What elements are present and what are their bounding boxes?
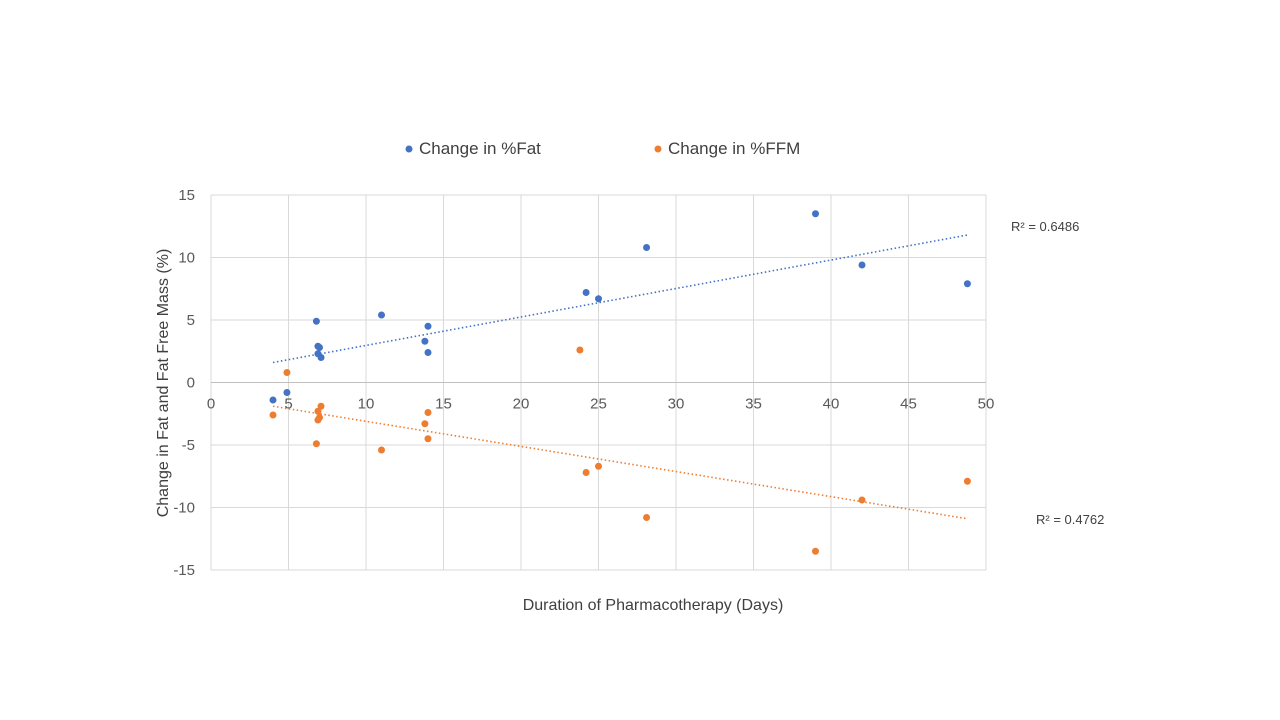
data-point-ffm <box>283 369 291 376</box>
x-tick-label: 5 <box>284 396 292 413</box>
legend: Change in %Fat Change in %FFM <box>405 139 800 158</box>
data-point-ffm <box>858 496 866 504</box>
data-point-fat <box>378 311 385 319</box>
data-point-fat <box>283 389 291 396</box>
x-tick-label: 20 <box>513 396 530 413</box>
data-point-fat <box>424 349 432 356</box>
data-point-ffm <box>812 547 819 555</box>
data-point-fat <box>317 354 325 361</box>
x-tick-label: 10 <box>358 396 375 413</box>
x-tick-label: 35 <box>745 396 762 413</box>
data-point-fat <box>582 289 590 296</box>
x-tick-label: 45 <box>900 396 917 413</box>
y-tick-label: -10 <box>173 500 195 517</box>
legend-label-fat: Change in %Fat <box>419 139 541 158</box>
data-point-fat <box>424 322 432 330</box>
gridlines <box>210 194 987 571</box>
data-point-ffm <box>424 409 432 416</box>
data-point-ffm <box>312 440 320 448</box>
x-tick-label: 15 <box>435 396 452 413</box>
data-point-ffm <box>595 462 602 470</box>
data-point-ffm <box>378 446 385 454</box>
trendline-fat <box>272 234 968 364</box>
data-point-ffm <box>317 402 325 410</box>
y-tick-label: 10 <box>178 250 195 267</box>
data-point-fat <box>269 396 277 404</box>
trendline-ffm <box>272 405 968 520</box>
data-points <box>269 210 971 555</box>
data-point-ffm <box>424 435 432 443</box>
r2-label-ffm: R² = 0.4762 <box>1036 512 1104 527</box>
data-point-fat <box>421 337 429 345</box>
data-point-ffm <box>963 477 971 485</box>
x-axis-title: Duration of Pharmacotherapy (Days) <box>523 597 784 614</box>
x-tick-label: 25 <box>590 396 607 413</box>
data-point-ffm <box>316 414 323 421</box>
trendlines <box>272 234 968 520</box>
data-point-fat <box>316 344 323 351</box>
legend-label-ffm: Change in %FFM <box>668 139 800 158</box>
y-tick-label: -15 <box>173 562 195 579</box>
x-tick-label: 30 <box>668 396 685 413</box>
data-point-fat <box>312 317 320 325</box>
y-tick-label: 5 <box>187 312 195 329</box>
legend-marker-fat <box>405 145 413 153</box>
x-tick-label: 50 <box>978 396 995 413</box>
y-tick-label: 15 <box>178 187 195 204</box>
data-point-fat <box>858 261 866 269</box>
r2-label-fat: R² = 0.6486 <box>1011 219 1079 234</box>
data-point-ffm <box>643 514 651 521</box>
data-point-ffm <box>576 346 584 354</box>
x-tick-label: 40 <box>823 396 840 413</box>
y-tick-label: -5 <box>182 437 195 454</box>
data-point-fat <box>595 295 602 303</box>
data-point-ffm <box>582 469 590 476</box>
data-point-ffm <box>269 411 277 419</box>
data-point-fat <box>963 280 971 288</box>
x-tick-label: 0 <box>207 396 215 413</box>
y-axis-title: Change in Fat and Fat Free Mass (%) <box>155 249 172 518</box>
legend-marker-ffm <box>654 145 662 153</box>
y-tick-label: 0 <box>187 375 195 392</box>
data-point-fat <box>812 210 819 218</box>
data-point-ffm <box>421 420 429 428</box>
data-point-ffm <box>314 407 322 415</box>
data-point-fat <box>643 244 651 251</box>
